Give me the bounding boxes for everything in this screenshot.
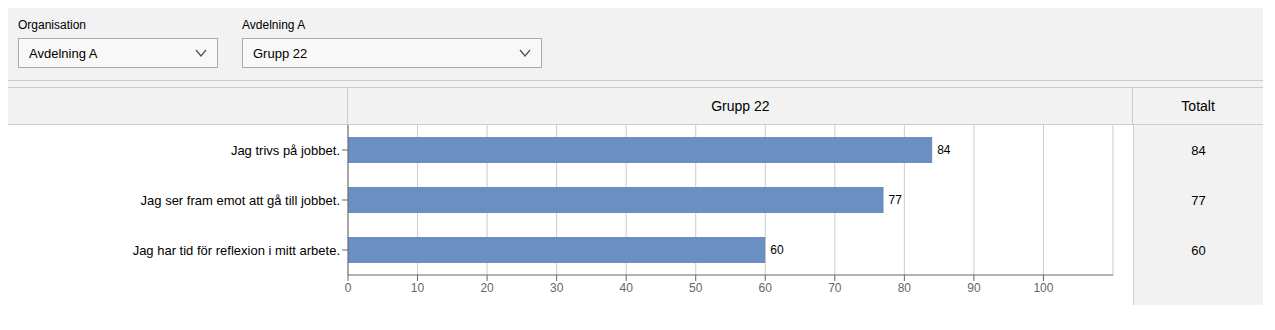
- svg-text:90: 90: [967, 281, 981, 295]
- html-text:Avdelning A: Avdelning A: [29, 45, 98, 61]
- svg-text:60: 60: [770, 243, 784, 257]
- svg-text:Jag ser fram emot att gå till: Jag ser fram emot att gå till jobbet.: [141, 193, 340, 208]
- svg-text:0: 0: [345, 281, 352, 295]
- html-text:77: 77: [1191, 192, 1206, 208]
- svg-text:30: 30: [550, 281, 564, 295]
- svg-text:20: 20: [480, 281, 494, 295]
- svg-text:10: 10: [411, 281, 425, 295]
- html-text:Grupp 22: Grupp 22: [711, 98, 770, 114]
- html-text:Grupp 22: Grupp 22: [253, 45, 308, 61]
- svg-text:100: 100: [1033, 281, 1053, 295]
- svg-text:Jag trivs på jobbet.: Jag trivs på jobbet.: [231, 143, 340, 158]
- svg-text:80: 80: [898, 281, 912, 295]
- svg-text:70: 70: [828, 281, 842, 295]
- html-text:Totalt: Totalt: [1181, 98, 1215, 114]
- svg-text:60: 60: [759, 281, 773, 295]
- html-text:60: 60: [1191, 242, 1206, 258]
- html-text:Avdelning A: Avdelning A: [242, 18, 306, 32]
- svg-text:Jag har tid för reflexion i mi: Jag har tid för reflexion i mitt arbete.: [133, 243, 340, 258]
- svg-text:50: 50: [689, 281, 703, 295]
- svg-text:40: 40: [620, 281, 634, 295]
- svg-text:77: 77: [889, 193, 903, 207]
- html-text:Organisation: Organisation: [18, 18, 86, 32]
- html-text:84: 84: [1191, 142, 1206, 158]
- svg-text:84: 84: [937, 143, 951, 157]
